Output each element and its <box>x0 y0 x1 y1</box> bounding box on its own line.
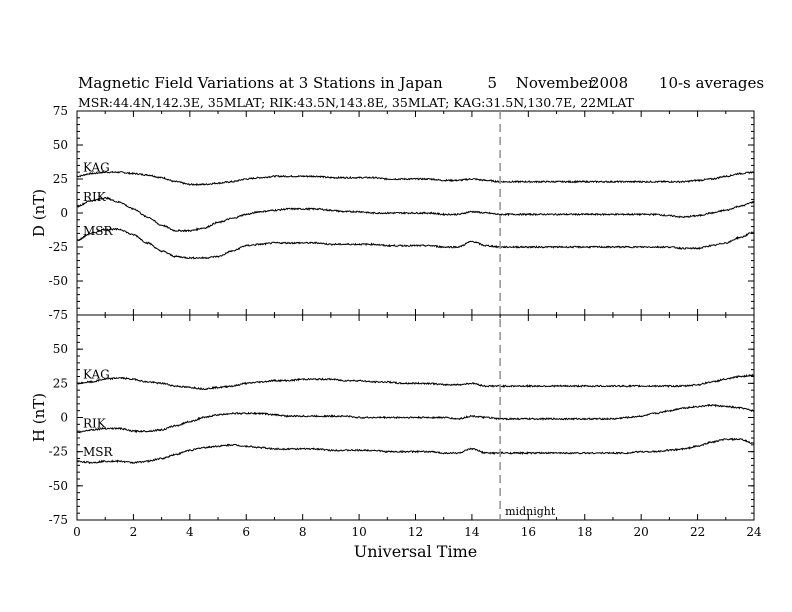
series-label-msr: MSR <box>83 445 114 459</box>
y-tick-label: 25 <box>53 172 68 186</box>
x-tick-label: 2 <box>130 525 138 539</box>
y-tick-label: -50 <box>49 479 68 493</box>
x-tick-label: 0 <box>73 525 81 539</box>
series-label-kag: KAG <box>83 367 110 381</box>
x-tick-label: 22 <box>690 525 705 539</box>
d-component-panel: 75 50 25 0 -25 -50 -75 D (nT) KAG RIK MSR <box>30 104 755 322</box>
x-tick-label: 18 <box>577 525 592 539</box>
stations-info: MSR:44.4N,142.3E, 35MLAT; RIK:43.5N,143.… <box>78 95 634 110</box>
series-line-kag <box>76 170 755 187</box>
y-tick-label: -75 <box>49 308 68 322</box>
date-day: 5 <box>487 74 497 92</box>
y-tick-label: 0 <box>60 411 68 425</box>
x-tick-label: 6 <box>242 525 250 539</box>
y-tick-label: -75 <box>49 513 68 527</box>
series-line-rik <box>76 196 755 233</box>
series-line-msr <box>76 437 755 465</box>
date-month: November <box>515 74 596 92</box>
x-tick-label: 8 <box>299 525 307 539</box>
x-tick-label: 12 <box>408 525 423 539</box>
chart-title: Magnetic Field Variations at 3 Stations … <box>78 74 443 92</box>
x-tick-label: 20 <box>634 525 649 539</box>
midnight-marker: midnight <box>499 111 556 520</box>
y-tick-label: 50 <box>53 138 68 152</box>
series-label-rik: RIK <box>83 190 107 204</box>
series-line-rik <box>76 403 755 434</box>
y-tick-label: -25 <box>49 445 68 459</box>
chart-title-line: Magnetic Field Variations at 3 Stations … <box>78 74 764 92</box>
series-line-kag <box>76 373 755 391</box>
y-tick-label: 50 <box>53 342 68 356</box>
date-year: 2008 <box>589 74 629 92</box>
series-label-kag: KAG <box>83 160 110 174</box>
y-axis-label: D (nT) <box>30 189 48 237</box>
x-tick-label: 16 <box>521 525 536 539</box>
y-tick-label: 25 <box>53 376 68 390</box>
series-line-msr <box>76 227 755 260</box>
x-tick-label: 24 <box>746 525 762 539</box>
series-label-rik: RIK <box>83 417 107 431</box>
y-tick-label: -50 <box>49 274 68 288</box>
averaging-label: 10-s averages <box>658 74 765 92</box>
y-tick-label: 75 <box>53 104 68 118</box>
y-tick-label: -25 <box>49 240 68 254</box>
midnight-label: midnight <box>505 505 556 518</box>
x-tick-label: 14 <box>464 525 480 539</box>
x-axis-label: Universal Time <box>354 542 477 561</box>
y-tick-label: 0 <box>60 206 68 220</box>
x-tick-label: 10 <box>351 525 366 539</box>
series-label-msr: MSR <box>83 224 114 238</box>
y-axis-label: H (nT) <box>30 393 48 442</box>
x-tick-label: 4 <box>186 525 194 539</box>
